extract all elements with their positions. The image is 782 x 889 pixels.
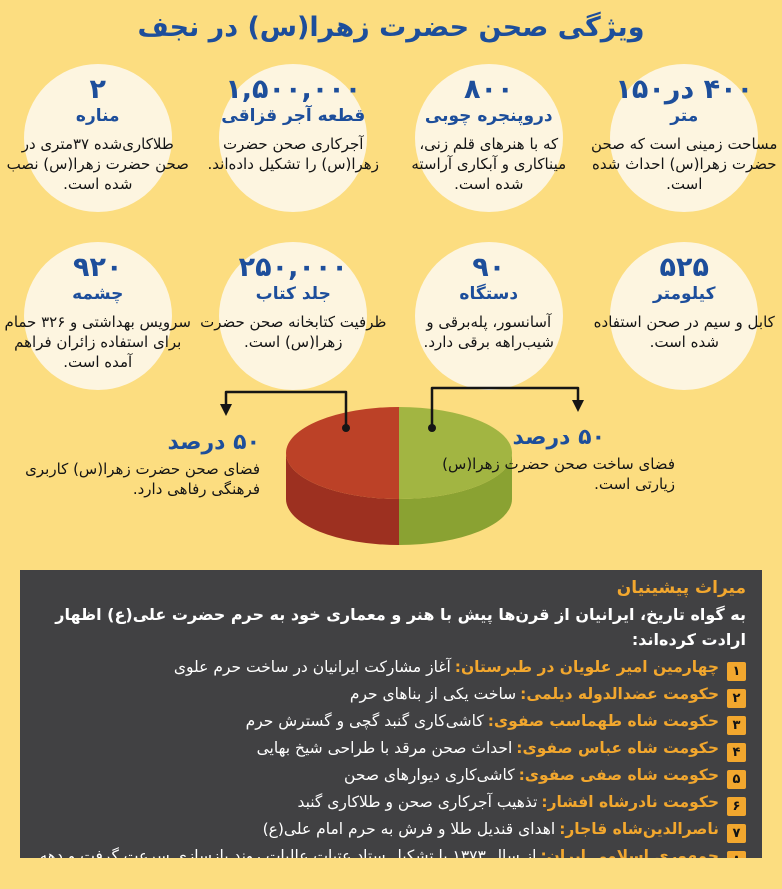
item-label: حکومت شاه طهماسب صفوی: — [487, 712, 719, 730]
item-number-badge: ۱ — [727, 662, 746, 681]
stat-value: ۲ — [89, 74, 106, 105]
item-number-badge: ۶ — [727, 797, 746, 816]
item-label: چهارمین امیر علویان در طبرستان: — [454, 658, 719, 676]
list-item: ۳ حکومت شاه طهماسب صفوی:کاشی‌کاری گنبد گچ… — [34, 708, 746, 735]
stat-description: آجرکاری صحن حضرت زهرا(س) را تشکیل داده‌ا… — [207, 135, 379, 173]
stat-description: کابل و سیم در صحن استفاده شده است. — [593, 313, 775, 351]
list-item: ۸ جمهوری اسلامی ایران:از سال ۱۳۷۳ با تشکی… — [34, 843, 746, 858]
pie-slice-pilgrim-top — [399, 407, 512, 499]
left-arrowhead-icon — [220, 404, 232, 416]
right-connector-dot — [428, 424, 436, 432]
stat-value: ۹۲۰ — [73, 252, 123, 283]
stat-area: ۴۰۰ در۱۵۰ متر مساحت زمینی است که صحن حضر… — [587, 64, 782, 212]
stat-elevators: ۹۰ دستگاه آسانسور، پله‌برقی و شیب‌راهه ب… — [391, 242, 587, 390]
item-number-badge: ۷ — [727, 824, 746, 843]
item-number-badge: ۳ — [727, 716, 746, 735]
pie-label-text: فضای ساخت صحن حضرت زهرا(س) زیارتی است. — [442, 455, 675, 494]
stat-description: سرویس بهداشتی و ۳۲۶ حمام برای استفاده زا… — [4, 313, 191, 371]
stat-circle — [219, 242, 368, 390]
stat-circle — [610, 242, 759, 390]
pie-percent: ۵۰ درصد — [167, 430, 260, 455]
stat-circle — [414, 64, 563, 212]
panel-header: میراث پیشینیان — [616, 578, 746, 598]
stat-value: ۴۰۰ در۱۵۰ — [615, 74, 754, 105]
item-label: حکومت نادرشاه افشار: — [541, 793, 719, 811]
item-number-badge: ۵ — [727, 770, 746, 789]
stat-restrooms: ۹۲۰ چشمه سرویس بهداشتی و ۳۲۶ حمام برای ا… — [0, 242, 196, 390]
item-label: حکومت شاه صفی صفوی: — [518, 766, 719, 784]
item-number-badge: ۸ — [727, 851, 746, 858]
stat-value: ۹۰ — [472, 252, 506, 283]
stat-minarets: ۲ مناره طلاکاری‌شده ۳۷متری در صحن حضرت ز… — [0, 64, 196, 212]
stat-description: طلاکاری‌شده ۳۷متری در صحن حضرت زهرا(س) ن… — [6, 135, 189, 193]
list-item: ۲ حکومت عضدالدوله دیلمی:ساخت یکی از بناها… — [34, 681, 746, 708]
stat-value: ۲۵۰,۰۰۰ — [238, 252, 348, 283]
stat-circle — [23, 242, 172, 390]
stat-description: آسانسور، پله‌برقی و شیب‌راهه برقی دارد. — [423, 313, 554, 351]
item-label: ناصرالدین‌شاه قاجار: — [559, 820, 719, 838]
item-label: حکومت شاه عباس صفوی: — [516, 739, 719, 757]
stat-bricks: ۱,۵۰۰,۰۰۰ قطعه آجر قزاقی آجرکاری صحن حضر… — [196, 64, 392, 212]
pie-connectors — [220, 386, 584, 432]
pie-label-culture: ۵۰ درصد فضای صحن حضرت زهرا(س) کاربری فره… — [15, 430, 260, 500]
stat-value: ۸۰۰ — [464, 74, 514, 105]
stat-unit: چشمه — [72, 284, 124, 305]
stat-value: ۵۲۵ — [659, 252, 709, 283]
heritage-list: ۱ چهارمین امیر علویان در طبرستان:آغاز مشا… — [34, 654, 746, 858]
pie-chart — [286, 407, 512, 545]
right-arrowhead-icon — [572, 400, 584, 412]
list-item: ۱ چهارمین امیر علویان در طبرستان:آغاز مشا… — [34, 654, 746, 681]
stat-unit: مناره — [75, 106, 120, 127]
page-title: ویژگی صحن حضرت زهرا(س) در نجف — [137, 12, 645, 43]
stat-unit: دستگاه — [459, 284, 519, 305]
item-text: کاشی‌کاری دیوارهای صحن — [344, 766, 515, 784]
pie-slice-culture-side — [286, 453, 399, 545]
item-text: ساخت یکی از بناهای حرم — [349, 685, 517, 703]
stat-unit: دروپنجره چوبی — [424, 106, 553, 127]
pie-slice-culture-top — [286, 407, 399, 499]
right-connector-line — [430, 386, 580, 430]
item-text: اهدای قندیل طلا و فرش به حرم امام علی(ع) — [262, 820, 556, 838]
item-text: تذهیب آجرکاری صحن و طلاکاری گنبد — [297, 793, 538, 811]
panel-intro: به گواه تاریخ، ایرانیان از قرن‌ها پیش با… — [55, 605, 746, 649]
stat-unit: جلد کتاب — [255, 284, 331, 305]
stat-cable: ۵۲۵ کیلومتر کابل و سیم در صحن استفاده شد… — [587, 242, 782, 390]
item-label: جمهوری اسلامی ایران: — [540, 847, 719, 858]
stat-description: مساحت زمینی است که صحن حضرت زهرا(س) احدا… — [591, 135, 778, 193]
stat-windows: ۸۰۰ دروپنجره چوبی که با هنرهای قلم زنی، … — [391, 64, 587, 212]
pie-label-text: فضای صحن حضرت زهرا(س) کاربری فرهنگی رفاه… — [25, 460, 260, 499]
left-connector-line — [224, 390, 348, 430]
stat-description: ظرفیت کتابخانه صحن حضرت زهرا(س) است. — [200, 313, 387, 351]
pie-label-pilgrim: ۵۰ درصد فضای ساخت صحن حضرت زهرا(س) زیارت… — [420, 425, 675, 495]
item-text: احداث صحن مرقد با طراحی شیخ بهایی — [256, 739, 513, 757]
stat-unit: متر — [670, 106, 699, 127]
pie-slice-pilgrim-side — [399, 453, 512, 545]
stat-circle — [414, 242, 563, 390]
stat-circle — [610, 64, 759, 212]
item-text: آغاز مشارکت ایرانیان در ساخت حرم علوی — [173, 658, 451, 676]
stat-circle — [219, 64, 368, 212]
stat-unit: کیلومتر — [653, 284, 716, 305]
stats-row-2: ۵۲۵ کیلومتر کابل و سیم در صحن استفاده شد… — [0, 242, 782, 390]
stats-row-1: ۴۰۰ در۱۵۰ متر مساحت زمینی است که صحن حضر… — [0, 64, 782, 212]
left-connector-dot — [342, 424, 350, 432]
list-item: ۶ حکومت نادرشاه افشار:تذهیب آجرکاری صحن و… — [34, 789, 746, 816]
stat-circle — [23, 64, 172, 212]
stat-unit: قطعه آجر قزاقی — [221, 106, 366, 127]
list-item: ۷ ناصرالدین‌شاه قاجار:اهدای قندیل طلا و ف… — [34, 816, 746, 843]
stat-description: که با هنرهای قلم زنی، میناکاری و آبکاری … — [411, 135, 567, 193]
pie-percent: ۵۰ درصد — [512, 425, 605, 450]
stat-books: ۲۵۰,۰۰۰ جلد کتاب ظرفیت کتابخانه صحن حضرت… — [196, 242, 392, 390]
item-number-badge: ۴ — [727, 743, 746, 762]
item-text: از سال ۱۳۷۳ با تشکیل ستاد عتبات عالیات ر… — [39, 847, 537, 858]
heritage-panel: میراث پیشینیان به گواه تاریخ، ایرانیان ا… — [20, 570, 762, 858]
item-number-badge: ۲ — [727, 689, 746, 708]
stat-value: ۱,۵۰۰,۰۰۰ — [225, 74, 362, 105]
item-text: کاشی‌کاری گنبد گچی و گسترش حرم — [245, 712, 484, 730]
item-label: حکومت عضدالدوله دیلمی: — [520, 685, 719, 703]
list-item: ۵ حکومت شاه صفی صفوی:کاشی‌کاری دیوارهای ص… — [34, 762, 746, 789]
list-item: ۴ حکومت شاه عباس صفوی:احداث صحن مرقد با ط… — [34, 735, 746, 762]
